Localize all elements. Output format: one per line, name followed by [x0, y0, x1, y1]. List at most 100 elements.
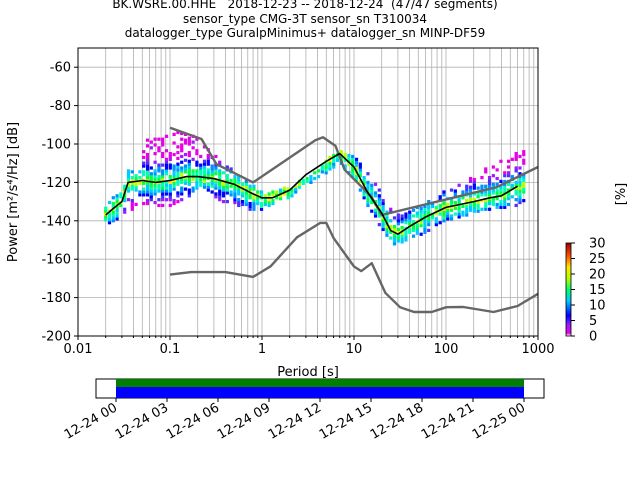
psd-cell	[506, 197, 511, 201]
psd-cell	[430, 216, 435, 220]
psd-cell	[168, 175, 172, 179]
psd-cell	[214, 195, 218, 199]
psd-cell	[446, 211, 450, 215]
psd-cell	[408, 216, 412, 220]
psd-cell	[195, 160, 199, 164]
psd-cell	[138, 193, 142, 197]
psd-cell	[404, 229, 408, 233]
psd-cell	[187, 168, 191, 172]
psd-cell	[164, 172, 169, 176]
chart-title: BK.WSRE.00.HHE 2018-12-23 -- 2018-12-24 …	[0, 0, 610, 41]
x-tick-label: 1	[258, 342, 266, 357]
psd-cell	[210, 178, 214, 183]
psd-cell	[183, 158, 188, 162]
psd-cell	[366, 180, 370, 184]
psd-cell	[240, 202, 245, 207]
psd-cell	[180, 143, 184, 147]
psd-cell	[145, 181, 150, 185]
psd-cell	[157, 146, 161, 150]
psd-cell	[495, 182, 499, 186]
psd-cell	[510, 186, 514, 190]
psd-cell	[377, 200, 381, 204]
psd-cell	[104, 206, 108, 210]
psd-cell	[233, 189, 237, 193]
psd-cell	[187, 176, 191, 181]
psd-cell	[115, 205, 119, 209]
psd-cell	[218, 175, 222, 179]
psd-cell	[157, 163, 161, 167]
psd-cell	[385, 233, 389, 237]
psd-cell	[400, 228, 404, 232]
psd-cell	[522, 190, 526, 194]
psd-cell	[332, 153, 336, 158]
psd-cell	[218, 186, 222, 190]
psd-cell	[389, 207, 393, 211]
psd-cell	[453, 206, 457, 210]
psd-cell	[514, 154, 518, 159]
psd-cell	[161, 172, 165, 176]
psd-cell	[142, 155, 146, 160]
psd-cell	[362, 196, 366, 200]
psd-cell	[476, 200, 480, 205]
psd-cell	[176, 179, 180, 184]
psd-cell	[244, 194, 248, 198]
psd-cell	[472, 192, 476, 196]
psd-cell	[518, 186, 522, 190]
psd-cell	[164, 160, 169, 164]
psd-cell	[305, 176, 309, 181]
psd-cell	[180, 169, 184, 173]
psd-cell	[134, 182, 138, 186]
x-tick-label: 0.1	[160, 342, 181, 357]
psd-cell	[142, 150, 146, 154]
psd-cell	[487, 193, 492, 197]
psd-cell	[491, 200, 495, 204]
psd-cell	[126, 169, 131, 173]
psd-cell	[252, 196, 256, 200]
psd-cell	[506, 188, 511, 192]
psd-cell	[161, 177, 165, 182]
psd-cell	[233, 198, 237, 202]
psd-cell	[244, 191, 248, 195]
psd-cell	[145, 170, 150, 174]
psd-cell	[366, 200, 370, 205]
psd-cell	[271, 199, 275, 203]
psd-cell	[411, 214, 416, 218]
psd-cell	[468, 188, 473, 192]
psd-cell	[518, 177, 522, 182]
psd-cell	[415, 214, 419, 218]
psd-cell	[183, 152, 188, 157]
psd-cell	[259, 193, 264, 197]
psd-cell	[282, 186, 286, 190]
psd-cell	[362, 181, 366, 185]
psd-cell	[229, 178, 233, 183]
psd-cell	[149, 192, 153, 196]
psd-cell	[427, 208, 431, 212]
plot-frame	[77, 47, 539, 337]
psd-cell	[164, 186, 169, 190]
psd-cell	[377, 223, 381, 227]
psd-cell	[316, 169, 321, 173]
psd-cell	[457, 209, 461, 213]
psd-cell	[172, 178, 176, 183]
psd-cell	[145, 193, 150, 197]
psd-cell	[518, 180, 522, 184]
psd-cell	[267, 198, 271, 202]
psd-cell	[423, 219, 427, 223]
psd-cell	[442, 210, 446, 214]
psd-cell	[191, 140, 195, 144]
psd-cell	[522, 150, 526, 154]
psd-cell	[225, 176, 229, 181]
psd-cell	[484, 207, 488, 211]
psd-cell	[514, 189, 518, 193]
psd-cell	[465, 210, 469, 214]
psd-cell	[385, 227, 389, 232]
psd-cell	[294, 187, 298, 191]
psd-cell	[404, 238, 408, 242]
psd-cell	[480, 184, 484, 188]
psd-cell	[491, 197, 495, 201]
psd-cell	[187, 142, 191, 146]
psd-cell	[168, 186, 172, 190]
psd-cell	[358, 171, 362, 175]
psd-cell	[263, 202, 267, 207]
